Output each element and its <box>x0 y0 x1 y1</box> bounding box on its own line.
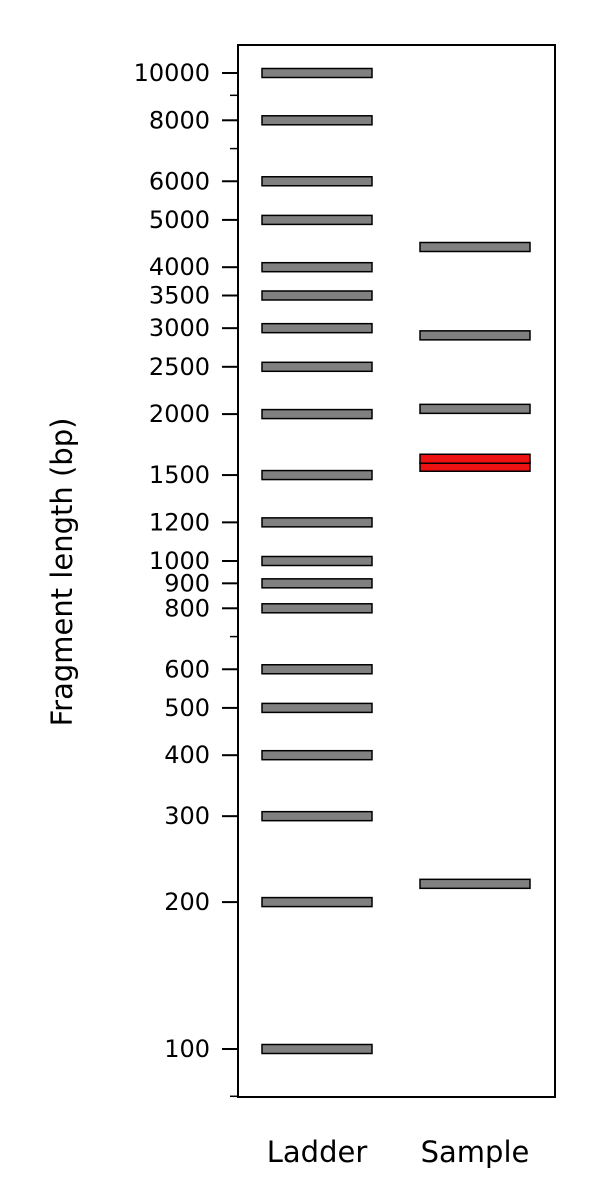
y-tick-label: 600 <box>164 655 210 683</box>
ladder-band <box>261 517 373 528</box>
ladder-band <box>261 408 373 420</box>
y-tick-label: 4000 <box>149 253 210 281</box>
y-tick-label: 3000 <box>149 314 210 342</box>
y-tick-label: 500 <box>164 694 210 722</box>
y-tick-label: 200 <box>164 888 210 916</box>
y-tick-label: 1200 <box>149 508 210 536</box>
sample-band <box>419 241 531 253</box>
y-tick-label: 800 <box>164 594 210 622</box>
ladder-band <box>261 214 373 226</box>
ladder-band <box>261 290 373 301</box>
ladder-band <box>261 322 373 334</box>
ladder-band <box>261 469 373 481</box>
lane-label-ladder: Ladder <box>267 1135 368 1169</box>
y-tick-label: 300 <box>164 802 210 830</box>
ladder-band <box>261 578 373 589</box>
ladder-band <box>261 67 373 79</box>
y-tick-label: 1000 <box>149 547 210 575</box>
ladder-band <box>261 176 373 187</box>
ladder-band <box>261 115 373 126</box>
y-tick-label: 100 <box>164 1035 210 1063</box>
ladder-band <box>261 896 373 908</box>
y-tick-label: 2500 <box>149 353 210 381</box>
ladder-band <box>261 555 373 567</box>
ladder-band <box>261 261 373 273</box>
lane-label-sample: Sample <box>421 1135 530 1169</box>
sample-band <box>419 403 531 415</box>
ladder-band <box>261 603 373 614</box>
y-axis-title: Fragment length (bp) <box>45 418 79 727</box>
gel-bands <box>261 67 531 1055</box>
y-tick-label: 1500 <box>149 461 210 489</box>
ladder-band <box>261 361 373 373</box>
ladder-band <box>261 749 373 761</box>
ladder-band <box>261 810 373 822</box>
ladder-band <box>261 702 373 714</box>
y-tick-label: 6000 <box>149 167 210 195</box>
ladder-band <box>261 664 373 675</box>
y-tick-label: 8000 <box>149 106 210 134</box>
sample-band <box>419 330 531 341</box>
sample-band <box>419 878 531 890</box>
lane-labels: Ladder Sample <box>267 1135 530 1169</box>
ladder-band <box>261 1043 373 1055</box>
y-tick-label: 3500 <box>149 281 210 309</box>
y-tick-label: 2000 <box>149 400 210 428</box>
y-tick-label: 900 <box>164 569 210 597</box>
y-tick-label: 400 <box>164 741 210 769</box>
y-tick-label: 10000 <box>134 59 210 87</box>
y-tick-label: 5000 <box>149 206 210 234</box>
plot-frame <box>237 44 556 1098</box>
sample-band-highlighted <box>419 453 531 465</box>
